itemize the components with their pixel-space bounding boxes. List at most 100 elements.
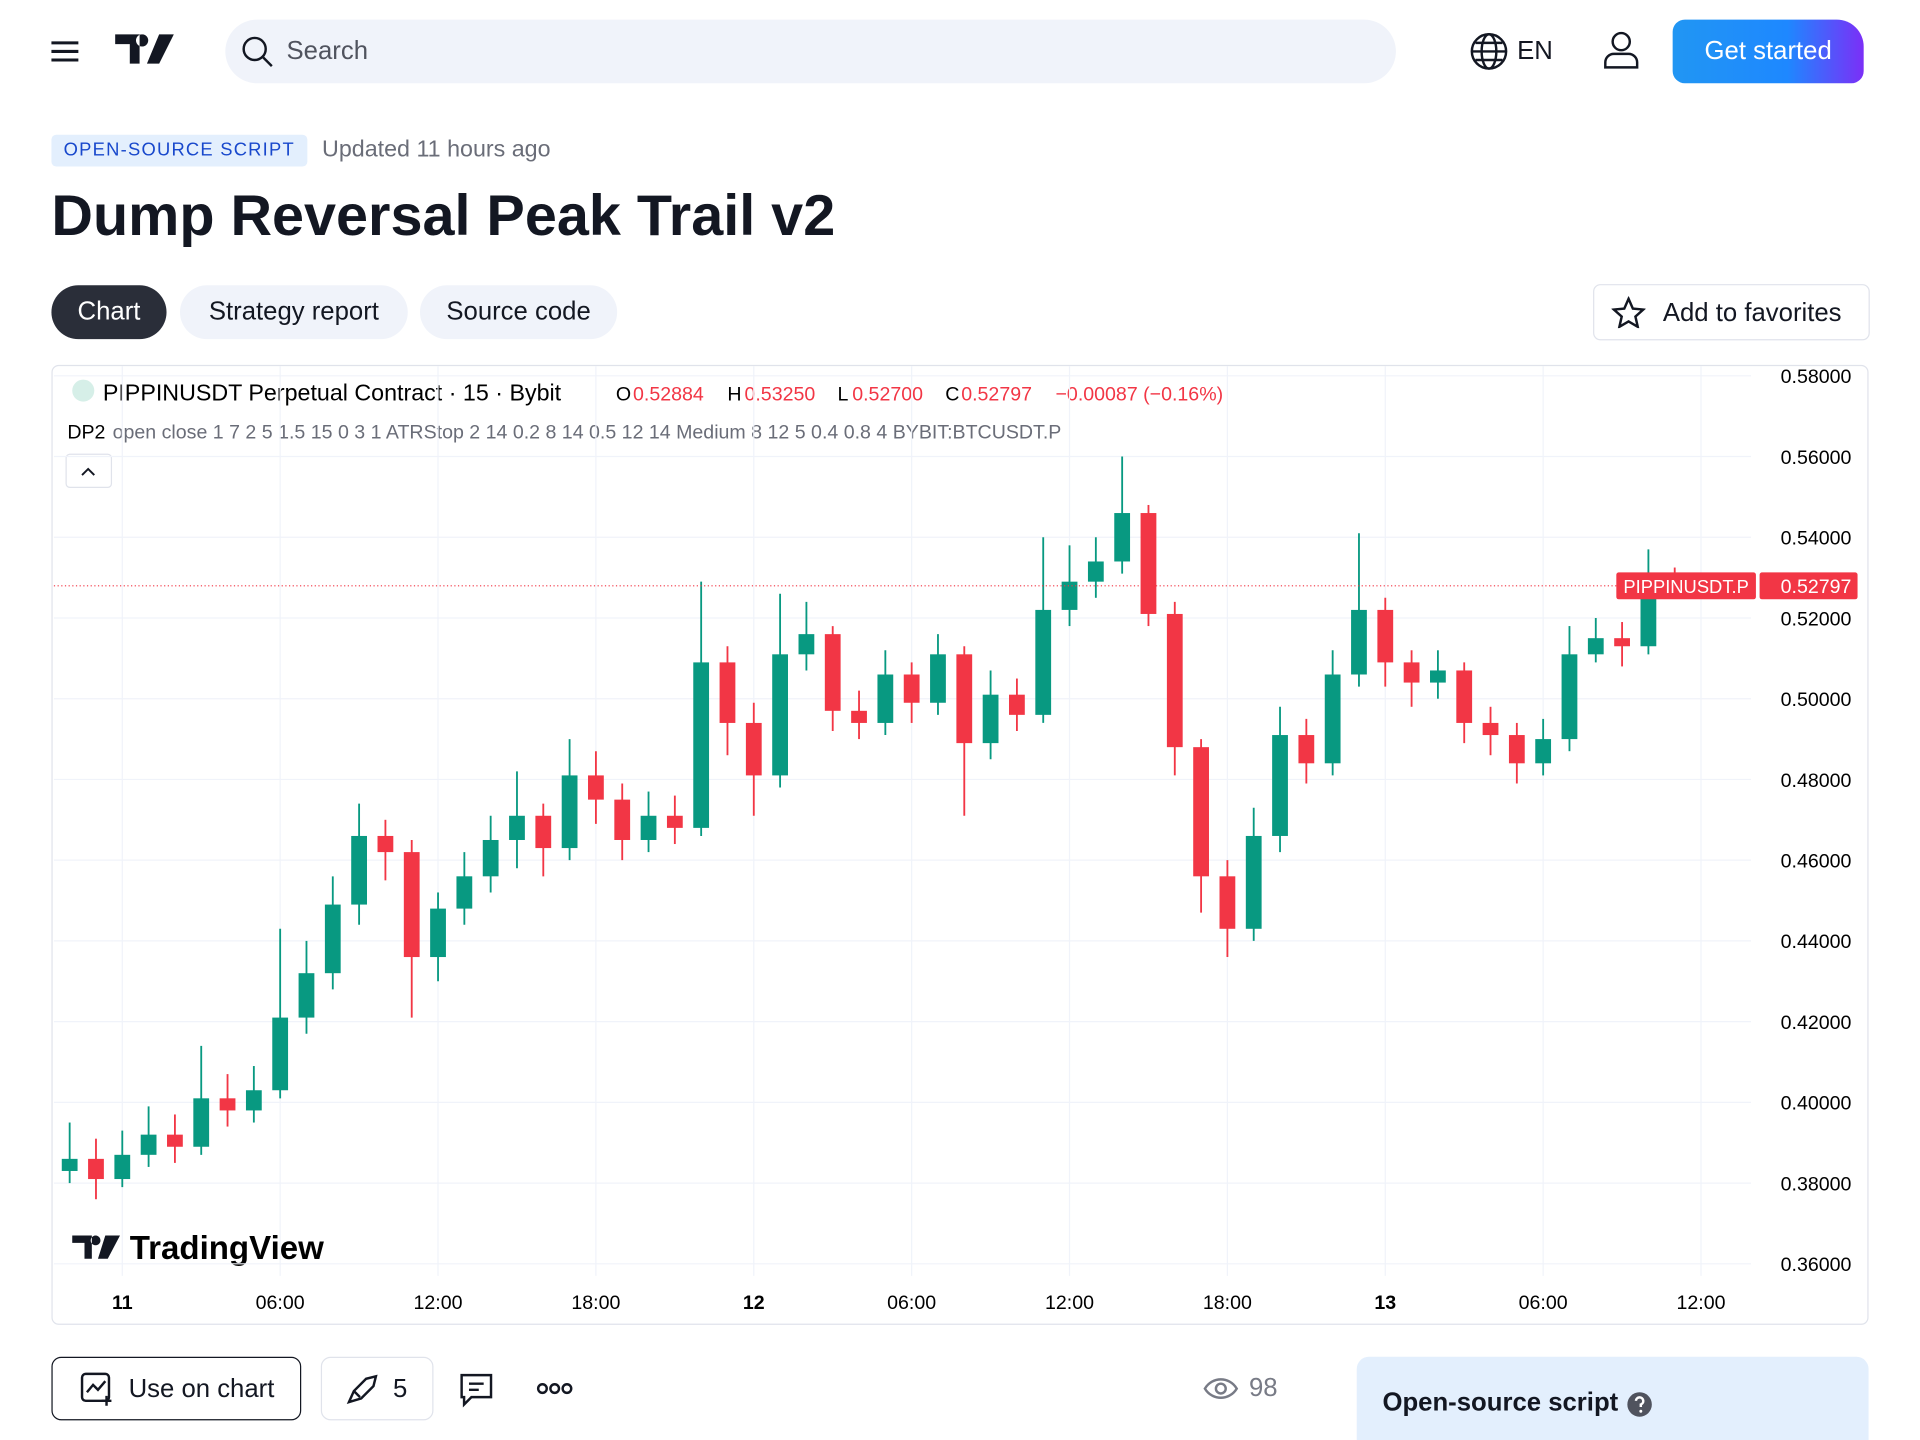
symbol: PIPPINUSDT Perpetual Contract · 15 · Byb…	[103, 379, 562, 405]
favorite-button[interactable]: Add to favorites	[1593, 284, 1870, 341]
symbol-tag-label: PIPPINUSDT.P	[1623, 576, 1749, 597]
candle-body	[482, 839, 499, 877]
candle-body	[193, 1098, 210, 1147]
user-icon[interactable]	[1602, 29, 1641, 71]
y-tick-label: 0.58000	[1781, 366, 1852, 388]
candle-body	[1009, 694, 1025, 715]
ohlc-value: 0.52884	[633, 383, 704, 405]
candle-body	[114, 1154, 131, 1180]
candle-body	[509, 815, 525, 840]
candle-body	[1272, 735, 1288, 836]
candle-body	[982, 694, 999, 744]
x-tick-label: 12	[743, 1292, 765, 1314]
candle-body	[88, 1158, 104, 1180]
x-tick-label: 06:00	[887, 1292, 936, 1314]
language[interactable]: EN	[1517, 36, 1553, 65]
y-tick-label: 0.50000	[1781, 689, 1852, 711]
view-count: 98	[1248, 1373, 1278, 1403]
ohlc-key: C	[945, 383, 959, 405]
candle-body	[430, 908, 446, 958]
comment-icon[interactable]	[458, 1371, 495, 1408]
x-tick-label: 12:00	[1677, 1292, 1726, 1314]
candle-body	[1377, 609, 1394, 663]
ohlc-value: 0.53250	[744, 383, 815, 405]
help-icon[interactable]	[1626, 1391, 1653, 1418]
y-tick-label: 0.36000	[1781, 1254, 1852, 1276]
get-started-button[interactable]: Get started	[1672, 19, 1864, 84]
y-tick-label: 0.48000	[1781, 770, 1852, 792]
candle-body	[535, 815, 552, 849]
candle-body	[877, 674, 894, 723]
y-tick-label: 0.40000	[1781, 1093, 1852, 1115]
menu-icon[interactable]	[49, 37, 83, 66]
script-badge: OPEN-SOURCE SCRIPT	[51, 134, 308, 167]
star-icon	[1611, 296, 1646, 329]
sidebar-title: Open-source script	[1382, 1388, 1619, 1417]
candle-body	[772, 654, 788, 776]
candle-body	[403, 852, 420, 958]
use-on-chart-button[interactable]: Use on chart	[51, 1356, 302, 1421]
candle-body	[1114, 513, 1131, 562]
more-icon[interactable]	[536, 1379, 573, 1399]
candle-body	[456, 876, 473, 909]
candle-body	[1508, 735, 1525, 764]
candle-body	[666, 815, 683, 828]
logo[interactable]	[115, 34, 176, 66]
candle-body	[324, 904, 341, 974]
boost-button[interactable]: 5	[320, 1356, 434, 1421]
watermark-logo	[72, 1235, 120, 1259]
y-tick-label: 0.54000	[1781, 528, 1852, 550]
sidebar-card: Open-source script	[1356, 1356, 1869, 1440]
x-tick-label: 06:00	[1519, 1292, 1568, 1314]
x-tick-label: 18:00	[1203, 1292, 1252, 1314]
tab[interactable]: Chart	[51, 285, 167, 340]
x-tick-label: 12:00	[414, 1292, 463, 1314]
watermark: TradingView	[130, 1230, 324, 1267]
candle-body	[824, 634, 841, 711]
x-tick-label: 12:00	[1045, 1292, 1094, 1314]
y-tick-label: 0.42000	[1781, 1012, 1852, 1034]
search-bar[interactable]: Search	[225, 19, 1396, 84]
indicator-name: DP2	[67, 421, 105, 443]
favorite-label: Add to favorites	[1662, 298, 1842, 327]
script-title: Dump Reversal Peak Trail v2	[51, 182, 836, 248]
boost-count: 5	[393, 1375, 408, 1404]
eye-icon	[1203, 1378, 1239, 1399]
y-tick-label: 0.46000	[1781, 851, 1852, 873]
candle-body	[1561, 654, 1578, 740]
candle-body	[1324, 674, 1341, 764]
y-tick-label: 0.44000	[1781, 931, 1852, 953]
x-tick-label: 18:00	[571, 1292, 620, 1314]
candle-body	[1482, 722, 1499, 736]
candle-body	[1035, 609, 1052, 715]
y-tick-label: 0.52000	[1781, 608, 1852, 630]
globe-icon[interactable]	[1469, 32, 1508, 71]
tab[interactable]: Source code	[420, 285, 618, 340]
candle-body	[1535, 739, 1552, 764]
candle-body	[1219, 876, 1236, 929]
change: −0.00087 (−0.16%)	[1056, 383, 1224, 405]
ohlc-key: O	[616, 383, 631, 405]
candle-body	[1298, 735, 1315, 764]
candle-body	[1140, 513, 1157, 614]
candle-body	[140, 1134, 157, 1155]
candle-body	[61, 1158, 78, 1171]
candle-body	[956, 654, 973, 744]
ohlc-key: H	[727, 383, 741, 405]
x-tick-label: 11	[112, 1292, 133, 1314]
candle-body	[351, 835, 367, 905]
candle-body	[245, 1090, 262, 1111]
candle-body	[1614, 638, 1630, 647]
candle-body	[745, 722, 762, 776]
price-tag	[1759, 572, 1858, 600]
candle-body	[1166, 613, 1183, 748]
search-placeholder: Search	[286, 36, 369, 65]
chart-frame	[51, 364, 1869, 1325]
candle-body	[1061, 581, 1078, 610]
tab[interactable]: Strategy report	[180, 285, 408, 340]
indicator-args: open close 1 7 2 5 1.5 15 0 3 1 ATRStop …	[113, 421, 1062, 443]
candle-body	[377, 835, 394, 853]
ohlc-value: 0.52700	[852, 383, 923, 405]
